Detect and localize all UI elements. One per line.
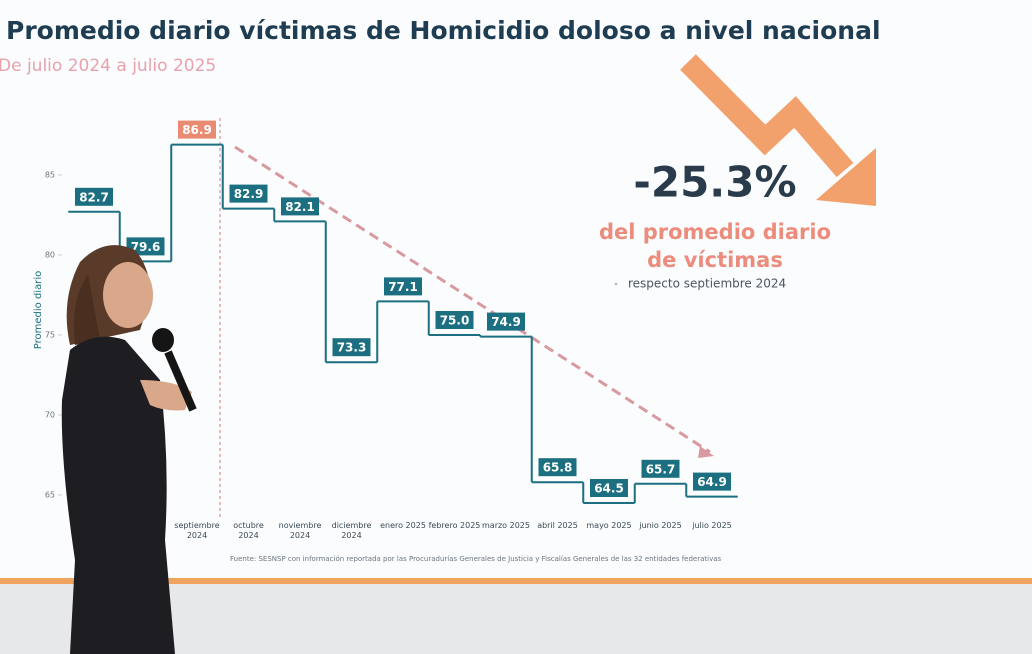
value-label: 74.9 (491, 315, 521, 329)
chart-title: Promedio diario víctimas de Homicidio do… (6, 16, 881, 45)
value-label-box (384, 277, 422, 296)
value-label: 77.1 (388, 280, 418, 294)
x-tick-label: diciembre 2024 (331, 521, 372, 540)
chart-subtitle: De julio 2024 a julio 2025 (0, 56, 216, 76)
annotation-text: del promedio diario de víctimas (598, 220, 832, 272)
x-tick-label: enero 2025 (380, 521, 426, 530)
value-label: 82.1 (285, 200, 315, 214)
value-label: 75.0 (440, 314, 470, 328)
annotation-note: respecto septiembre 2024 (628, 277, 786, 291)
decline-arrowhead (816, 148, 876, 206)
value-label: 86.9 (182, 123, 212, 137)
x-tick-label: septiembre 2024 (174, 521, 220, 540)
value-label: 73.3 (337, 341, 367, 355)
screen (0, 0, 1032, 580)
x-tick-label: febrero 2025 (428, 521, 481, 530)
value-label-box (178, 120, 216, 139)
annotation-dash: - (614, 277, 618, 290)
value-label-box (435, 311, 474, 329)
value-label-box (332, 338, 371, 357)
y-axis-label: Promedio diario (33, 271, 44, 349)
value-label-box (281, 197, 319, 216)
y-tick-label: 70 (45, 411, 55, 420)
decline-arrow (680, 54, 854, 178)
value-label-box (693, 472, 731, 491)
y-tick-label: 85 (45, 171, 55, 180)
value-label: 82.9 (234, 187, 264, 201)
y-tick-label: 80 (45, 251, 55, 260)
value-label: 65.8 (543, 461, 573, 475)
value-label: 64.5 (594, 482, 624, 496)
screen-stripe (0, 578, 1032, 584)
x-tick-label: octubre 2024 (233, 521, 264, 540)
floor (0, 584, 1032, 654)
trend-arrowhead (698, 446, 714, 458)
value-label-box (538, 458, 577, 477)
y-tick-label: 75 (45, 331, 55, 340)
y-tick-label: 65 (45, 491, 55, 500)
x-tick-label: abril 2025 (537, 521, 578, 530)
value-label-box (229, 184, 268, 203)
value-label-box (75, 187, 113, 206)
x-tick-label: marzo 2025 (482, 521, 530, 530)
x-tick-label: junio 2025 (639, 521, 682, 530)
x-tick-label: julio 2025 (692, 521, 732, 530)
trend-line (234, 145, 711, 454)
value-label: 64.9 (697, 475, 727, 489)
value-label: 65.7 (646, 462, 676, 476)
value-label-box (641, 459, 680, 478)
value-label: 79.6 (131, 240, 161, 254)
value-label-box (487, 312, 525, 331)
annotation-value: -25.3% (633, 158, 796, 207)
x-tick-label: mayo 2025 (586, 521, 632, 530)
value-label: 82.7 (79, 190, 109, 204)
x-tick-label: noviembre 2024 (278, 521, 322, 540)
value-label-box (590, 479, 628, 497)
source: Fuente: SESNSP con información reportada… (230, 555, 722, 563)
